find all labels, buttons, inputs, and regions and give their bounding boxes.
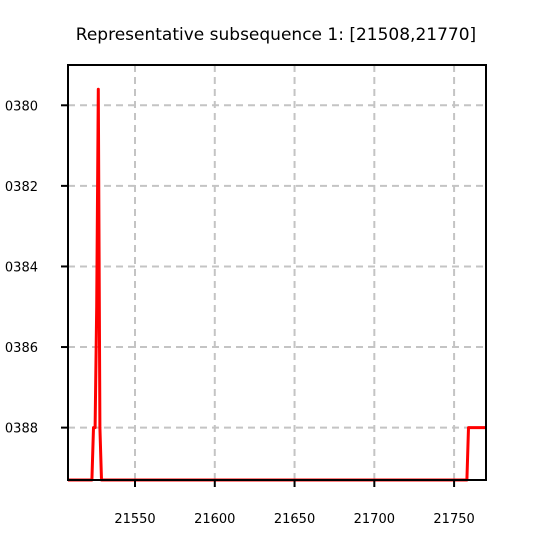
axis-ticks: 21550 21600 21650 21700 21750 0380 0382 0384 038… xyxy=(5,99,475,527)
series-layer xyxy=(68,87,486,482)
chart-title: Representative subsequence 1: [21508,217… xyxy=(76,25,476,45)
grid-lines xyxy=(68,65,486,480)
x-tick-label: 21600 xyxy=(194,512,235,527)
y-tick-label: 0380 xyxy=(5,99,38,114)
y-tick-label: 0388 xyxy=(5,422,38,437)
x-tick-label: 21700 xyxy=(354,512,395,527)
y-tick-label: 0386 xyxy=(5,341,38,356)
y-tick-label: 0384 xyxy=(5,260,38,275)
x-tick-label: 21750 xyxy=(433,512,474,527)
series-line xyxy=(68,87,486,482)
x-tick-label: 21550 xyxy=(114,512,155,527)
plot-frame xyxy=(67,64,487,481)
y-tick-label: 0382 xyxy=(5,180,38,195)
x-tick-label: 21650 xyxy=(274,512,315,527)
